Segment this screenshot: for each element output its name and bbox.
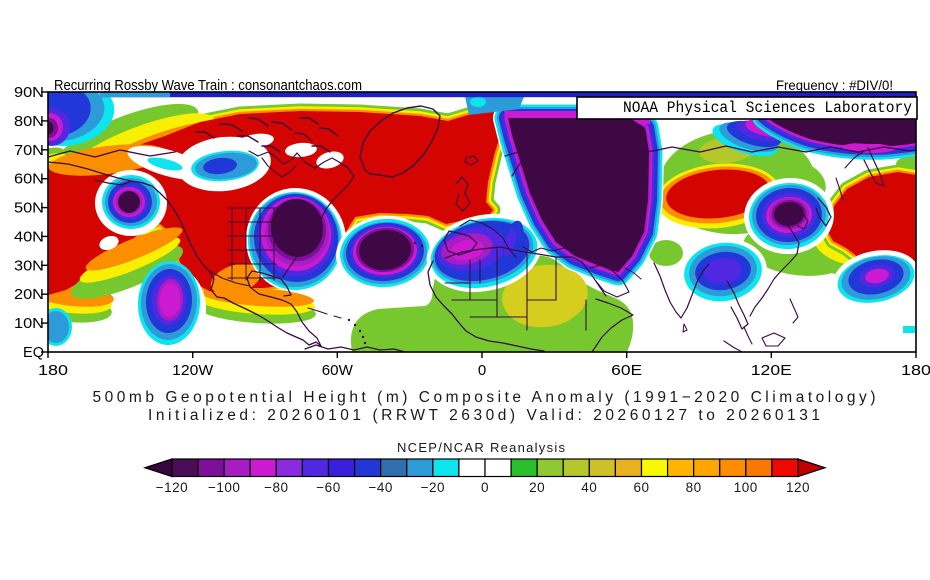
svg-text:120W: 120W (172, 362, 214, 379)
svg-text:40: 40 (581, 480, 597, 495)
svg-text:100: 100 (734, 480, 758, 495)
svg-text:EQ: EQ (23, 344, 44, 361)
svg-text:−80: −80 (264, 480, 288, 495)
svg-text:120E: 120E (751, 362, 792, 379)
svg-text:30N: 30N (14, 257, 44, 274)
svg-text:80: 80 (686, 480, 702, 495)
svg-text:60E: 60E (611, 362, 642, 379)
svg-text:Recurring Rossby Wave Train :: Recurring Rossby Wave Train : consonantc… (54, 77, 362, 94)
svg-text:120: 120 (786, 480, 810, 495)
svg-text:180: 180 (38, 362, 68, 379)
svg-text:60: 60 (633, 480, 649, 495)
svg-text:10N: 10N (14, 315, 44, 332)
svg-text:0: 0 (478, 362, 486, 379)
svg-text:70N: 70N (14, 142, 44, 159)
svg-text:80N: 80N (14, 113, 44, 130)
svg-text:90N: 90N (14, 84, 44, 101)
svg-text:60W: 60W (322, 362, 354, 379)
svg-text:60N: 60N (14, 171, 44, 188)
svg-text:50N: 50N (14, 200, 44, 217)
svg-text:−40: −40 (368, 480, 392, 495)
svg-text:NCEP/NCAR Reanalysis: NCEP/NCAR Reanalysis (397, 440, 566, 455)
svg-text:−100: −100 (208, 480, 240, 495)
svg-text:NOAA Physical Sciences Laborat: NOAA Physical Sciences Laboratory (623, 99, 912, 117)
svg-text:20: 20 (529, 480, 545, 495)
svg-text:−120: −120 (156, 480, 188, 495)
svg-text:40N: 40N (14, 228, 44, 245)
svg-text:20N: 20N (14, 286, 44, 303)
svg-text:180: 180 (901, 362, 930, 379)
svg-text:−20: −20 (421, 480, 445, 495)
svg-text:0: 0 (481, 480, 489, 495)
svg-text:−60: −60 (316, 480, 340, 495)
svg-text:Frequency : #DIV/0!: Frequency : #DIV/0! (776, 77, 893, 93)
